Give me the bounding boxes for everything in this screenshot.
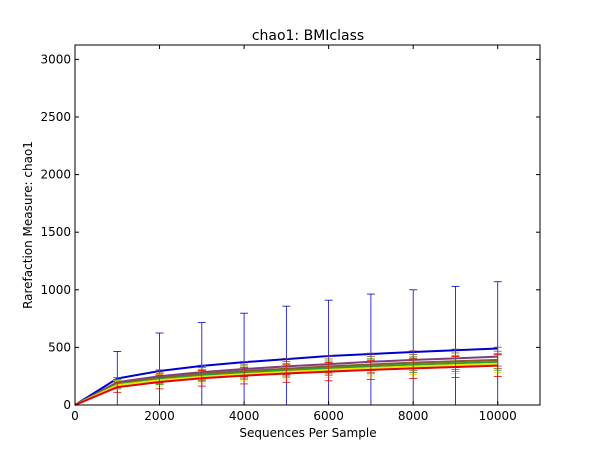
axes-layer: 0 2000 4000 6000 8000 10000 0 500 1000 1500 2000 25… [40, 44, 541, 423]
y-tick-label: 3000 [40, 52, 71, 66]
x-tick-label: 6000 [313, 409, 344, 423]
y-tick-label: 0 [63, 398, 71, 412]
y-tick-label: 2500 [40, 110, 71, 124]
plot-frame [74, 44, 541, 406]
plot-layer [74, 281, 502, 406]
x-tick-label: 0 [71, 409, 79, 423]
y-tick-label: 500 [48, 340, 71, 354]
x-tick-label: 4000 [229, 409, 260, 423]
series-5 [74, 354, 502, 406]
x-tick-label: 2000 [144, 409, 175, 423]
chart-title: chao1: BMIclass [252, 28, 364, 44]
series-line [74, 364, 498, 406]
y-tick-label: 2000 [40, 168, 71, 182]
series-0 [74, 281, 502, 406]
x-tick-label: 10000 [479, 409, 517, 423]
y-tick-label: 1500 [40, 225, 71, 239]
x-axis-label: Sequences Per Sample [239, 426, 376, 440]
y-axis-label: Rarefaction Measure: chao1 [21, 141, 35, 309]
y-tick-label: 1000 [40, 283, 71, 297]
x-tick-label: 8000 [398, 409, 429, 423]
